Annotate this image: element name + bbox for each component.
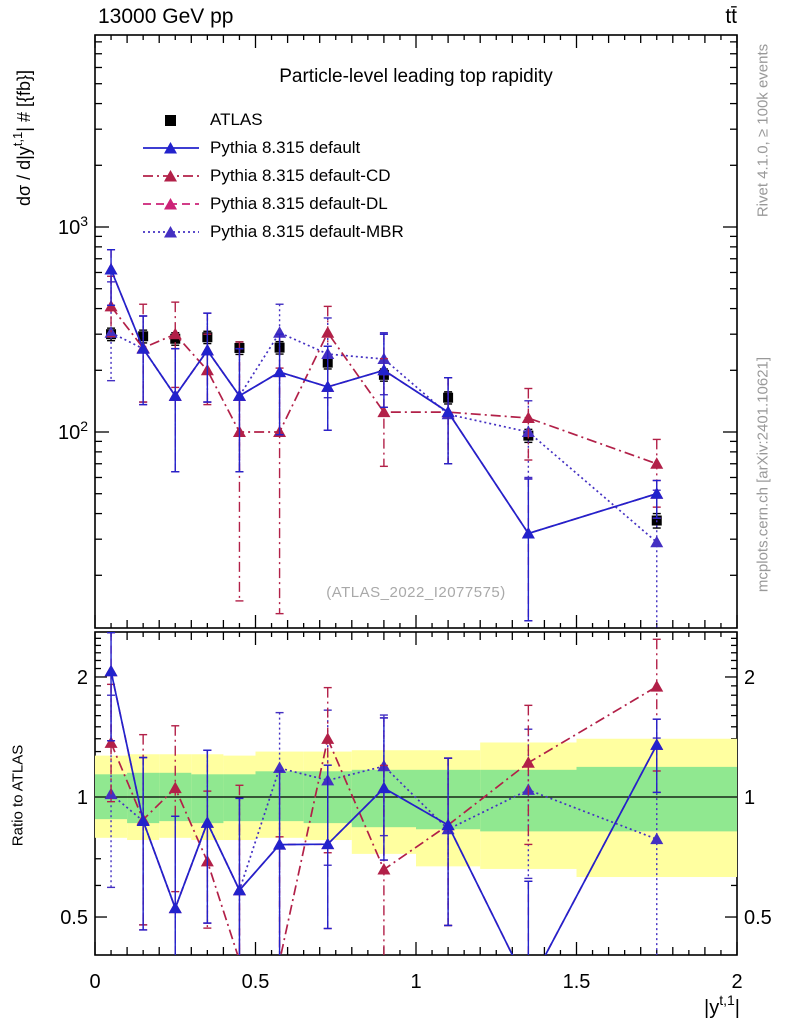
series-default — [104, 248, 664, 622]
analysis-watermark: (ATLAS_2022_I2077575) — [326, 584, 506, 601]
ratio-tick-label-right: 0.5 — [744, 907, 772, 929]
legend-label: Pythia 8.315 default-DL — [210, 194, 388, 213]
dashdot-line-marker-icon — [143, 170, 199, 182]
process-label: tt̄ — [725, 5, 737, 28]
legend-item-atlas: ATLAS — [142, 106, 404, 134]
x-tick-label: 0 — [89, 971, 100, 993]
dotted-line-marker-icon — [143, 226, 199, 238]
series-cd — [104, 275, 664, 615]
x-tick-label: 2 — [731, 971, 742, 993]
legend-label: ATLAS — [210, 110, 263, 129]
y-tick-label: 102 — [58, 418, 88, 444]
solid-line-marker-icon — [143, 142, 199, 154]
ratio-uncertainty-bands — [95, 738, 737, 878]
main-series — [104, 248, 664, 628]
legend-item-pythia-default-cd: Pythia 8.315 default-CD — [142, 162, 404, 190]
x-tick-label: 1.5 — [563, 971, 591, 993]
legend-label: Pythia 8.315 default-CD — [210, 166, 391, 185]
legend-label: Pythia 8.315 default-MBR — [210, 222, 404, 241]
ratio-series — [104, 632, 664, 955]
legend-item-pythia-default: Pythia 8.315 default — [142, 134, 404, 162]
plot-title: Particle-level leading top rapidity — [279, 66, 553, 87]
dashed-line-marker-icon — [143, 198, 199, 210]
series-default — [104, 632, 664, 955]
ratio-tick-label-right: 2 — [744, 667, 755, 689]
main-y-axis-label: dσ / d|yt,1| # [{fb}] — [10, 70, 34, 206]
atlas-marker-icon — [165, 115, 176, 126]
ratio-axis-label: Ratio to ATLAS — [9, 744, 27, 847]
x-axis-label: |yt,1| — [704, 992, 740, 1019]
legend-item-pythia-default-dl: Pythia 8.315 default-DL — [142, 190, 404, 218]
x-tick-label: 1 — [410, 971, 421, 993]
y-tick-label: 103 — [58, 213, 88, 239]
ratio-tick-label-left: 0.5 — [60, 907, 88, 929]
legend-label: Pythia 8.315 default — [210, 138, 361, 157]
ratio-tick-label-left: 1 — [77, 787, 88, 809]
mcplots-source-note: mcplots.cern.ch [arXiv:2401.10621] — [754, 356, 772, 593]
axis-tick-labels: 0 0.5 1 1.5 2 102 103 0.5 0.5 1 1 2 2 dσ / d|yt,1| # … — [10, 70, 772, 1019]
series-dl — [104, 248, 664, 622]
legend-item-pythia-default-mbr: Pythia 8.315 default-MBR — [142, 218, 404, 246]
axis-ticks — [94, 35, 738, 955]
ratio-tick-label-left: 2 — [77, 667, 88, 689]
beam-energy-label: 13000 GeV pp — [98, 5, 234, 28]
x-tick-label: 0.5 — [242, 971, 270, 993]
legend: ATLAS Pythia 8.315 default Pythia 8.315 … — [142, 106, 404, 246]
rivet-version-note: Rivet 4.1.0, ≥ 100k events — [754, 43, 772, 218]
ratio-tick-label-right: 1 — [744, 787, 755, 809]
